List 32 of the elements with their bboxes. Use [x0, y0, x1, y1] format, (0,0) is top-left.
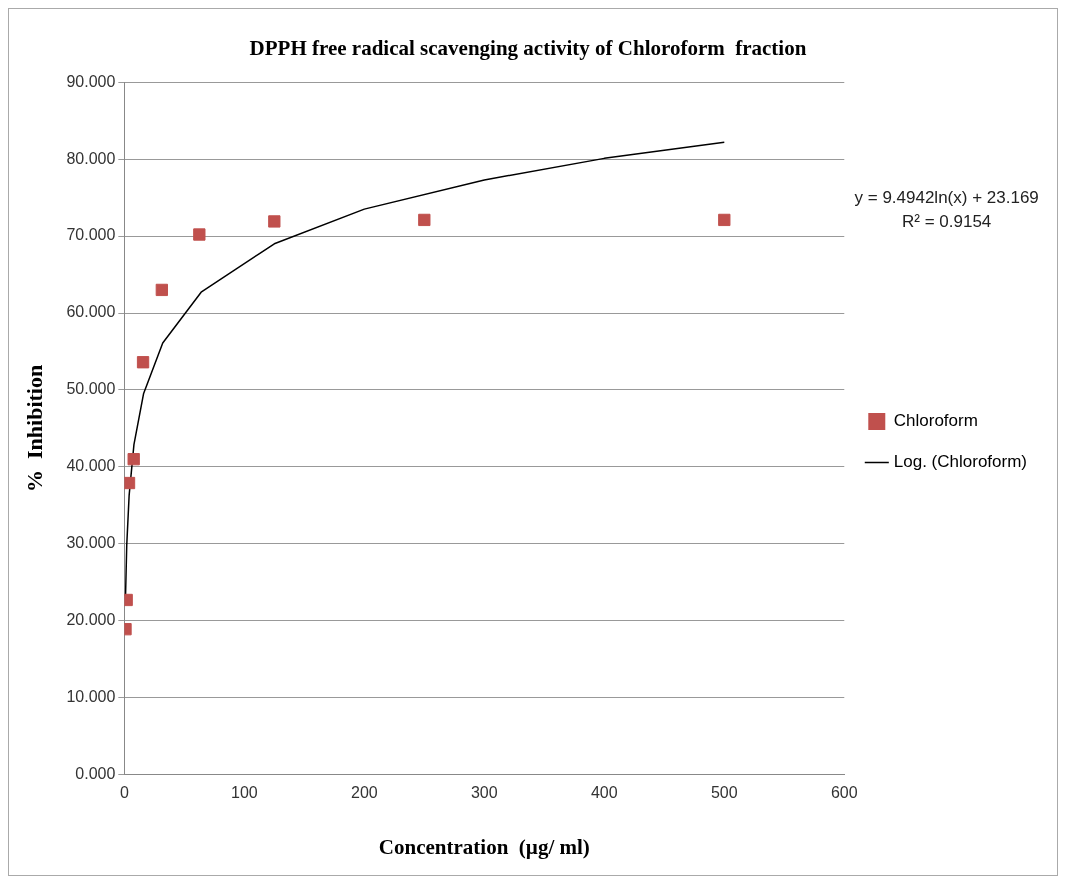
- point: [418, 213, 431, 227]
- point: [136, 356, 150, 369]
- y-tick-label: 60.000: [66, 303, 116, 321]
- y-tick-label: 30.000: [66, 534, 116, 552]
- chart-title: DPPH free radical scavenging activity of Chloroform fraction: [249, 36, 807, 61]
- y-tick-label: 70.000: [66, 226, 116, 244]
- y-tick-label: 40.000: [66, 457, 116, 475]
- y-tick-label: 90.000: [66, 72, 116, 90]
- text: R² = 0.9154: [901, 212, 992, 231]
- point: [718, 213, 731, 227]
- y-tick-label: 80.000: [66, 149, 116, 167]
- point: [193, 228, 206, 241]
- x-axis-title: Concentration (µg/ ml): [378, 834, 590, 859]
- y-tick-label: 50.000: [66, 380, 116, 398]
- y-axis-title: % Inhibition: [21, 364, 47, 492]
- x-tick-label: 400: [590, 783, 618, 801]
- point: [124, 476, 136, 490]
- x-tick-label: 200: [350, 783, 378, 801]
- x-tick-label: 0: [119, 783, 129, 801]
- y-tick-label: 0.000: [75, 765, 116, 783]
- x-tick-label: 100: [230, 783, 258, 801]
- x-tick-label: 500: [710, 783, 738, 801]
- point: [127, 453, 140, 466]
- legend-label: Chloroform: [893, 411, 978, 431]
- y-tick-label: 10.000: [66, 688, 116, 706]
- x-tick-label: 300: [470, 783, 498, 801]
- point: [155, 283, 168, 297]
- point: [268, 215, 281, 228]
- legend-label: Log. (Chloroform): [893, 452, 1028, 472]
- x-tick-label: 600: [830, 783, 858, 801]
- y-tick-label: 20.000: [66, 611, 116, 629]
- text: y = 9.4942ln(x) + 23.169: [854, 188, 1039, 207]
